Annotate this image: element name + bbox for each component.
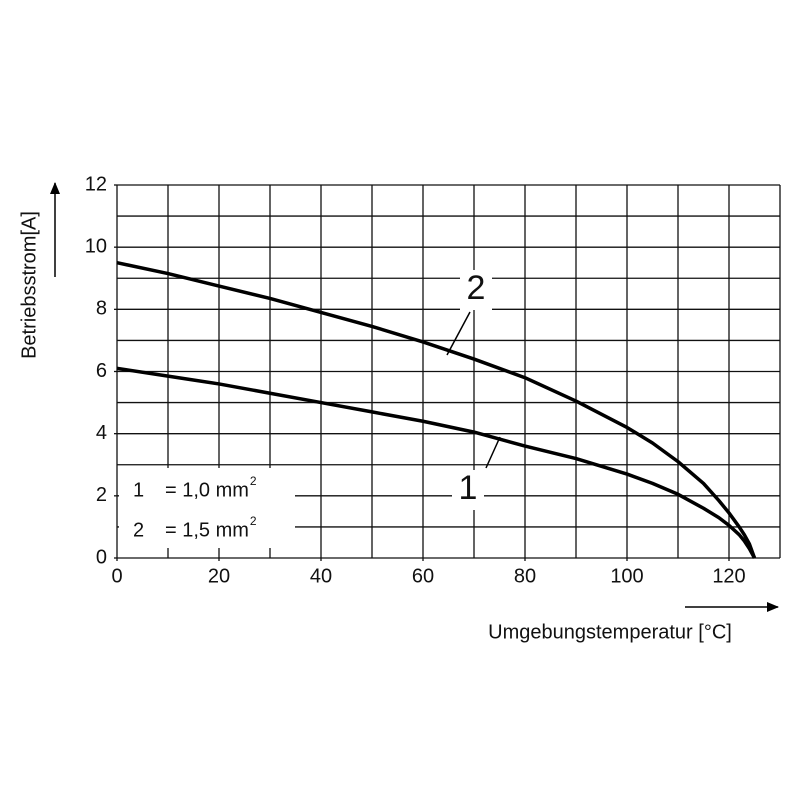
legend-key: 2 — [133, 519, 144, 541]
y-tick-label: 4 — [96, 422, 107, 444]
y-tick-label: 10 — [85, 235, 107, 257]
x-tick-label: 60 — [412, 565, 434, 587]
legend-key: 1 — [133, 479, 144, 501]
x-axis-label: Umgebungstemperatur [°C] — [488, 621, 732, 643]
curve — [116, 366, 757, 559]
x-tick-label: 100 — [610, 565, 643, 587]
curve — [116, 260, 757, 559]
legend: 1 = 1,0 mm 22 = 1,5 mm 2 — [119, 468, 295, 548]
legend-sup: 2 — [250, 514, 257, 528]
legend-text: = 1,5 mm — [165, 519, 249, 541]
leader-line — [485, 436, 501, 469]
curve-label-bg — [460, 270, 492, 310]
legend-sup: 2 — [250, 474, 257, 488]
x-tick-label: 0 — [111, 565, 122, 587]
y-tick-label: 6 — [96, 360, 107, 382]
y-axis-label: Betriebsstrom[A] — [18, 211, 40, 359]
curve-label-bg — [452, 470, 484, 510]
leader-line — [446, 311, 471, 356]
y-tick-label: 2 — [96, 484, 107, 506]
legend-text: = 1,0 mm — [165, 479, 249, 501]
x-tick-label: 120 — [712, 565, 745, 587]
x-tick-label: 40 — [310, 565, 332, 587]
legend-box — [119, 468, 295, 548]
x-tick-label: 80 — [514, 565, 536, 587]
y-tick-label: 12 — [85, 173, 107, 195]
curve-label: 2 — [467, 269, 486, 307]
y-tick-label: 0 — [96, 546, 107, 568]
y-tick-label: 8 — [96, 298, 107, 320]
x-tick-label: 20 — [208, 565, 230, 587]
grid — [114, 184, 781, 561]
curve-label: 1 — [459, 469, 478, 507]
